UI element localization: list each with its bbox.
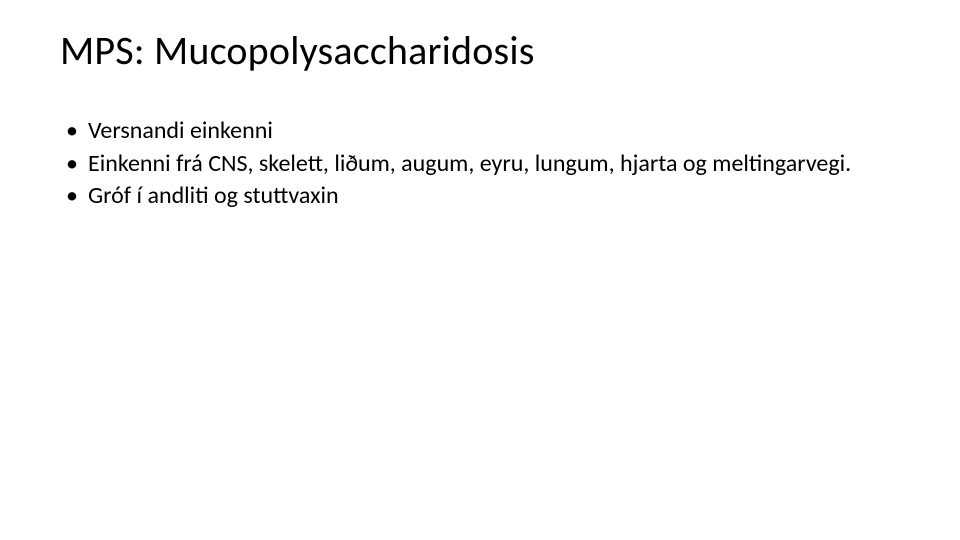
list-item: Versnandi einkenni — [66, 116, 900, 147]
list-item: Gróf í andliti og stuttvaxin — [66, 181, 900, 212]
slide: MPS: Mucopolysaccharidosis Versnandi ein… — [0, 0, 960, 540]
list-item: Einkenni frá CNS, skelett, liðum, augum,… — [66, 149, 900, 180]
slide-title: MPS: Mucopolysaccharidosis — [60, 28, 900, 74]
bullet-list: Versnandi einkenni Einkenni frá CNS, ske… — [66, 116, 900, 212]
